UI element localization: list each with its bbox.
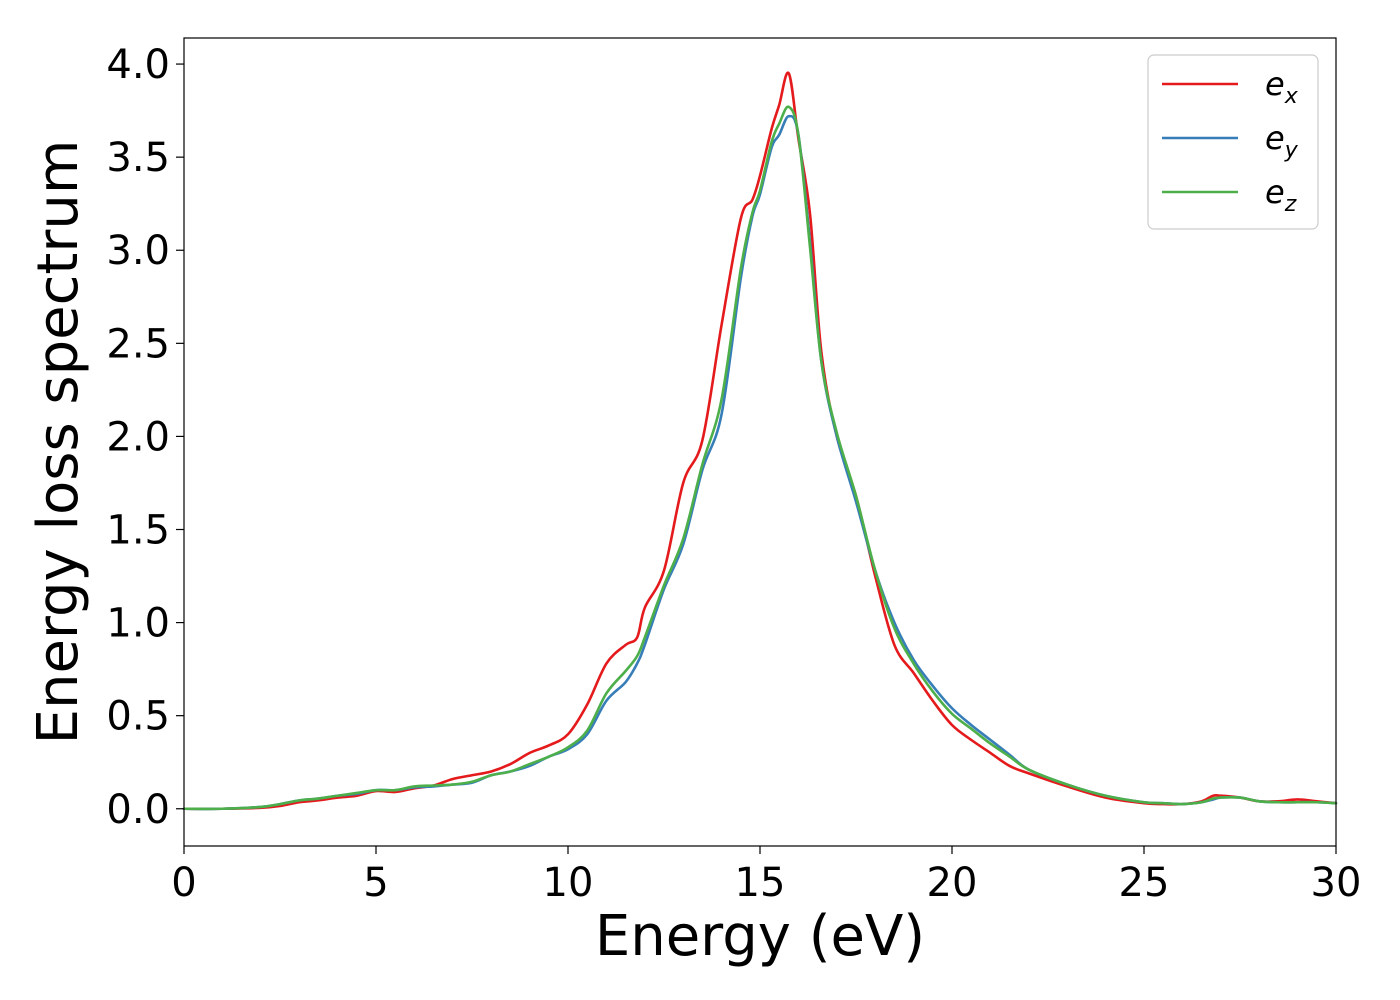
y-tick-label: 1.0 bbox=[106, 601, 170, 647]
legend: ex ey ez bbox=[1147, 54, 1319, 230]
legend-label-e-x: ex bbox=[1265, 65, 1299, 109]
y-tick-label: 3.0 bbox=[106, 228, 170, 274]
x-axis-ticks: 0 5 10 15 20 25 30 bbox=[171, 846, 1361, 906]
y-tick-label: 2.0 bbox=[106, 414, 170, 460]
y-axis-title: Energy loss spectrum bbox=[26, 140, 91, 745]
x-tick-label: 25 bbox=[1119, 860, 1170, 906]
y-tick-label: 1.5 bbox=[106, 508, 170, 554]
series-line-e-z bbox=[182, 105, 1338, 811]
x-axis-title: Energy (eV) bbox=[595, 904, 925, 969]
x-tick-label: 20 bbox=[927, 860, 978, 906]
x-tick-label: 15 bbox=[735, 860, 786, 906]
legend-label-e-z: ez bbox=[1265, 173, 1297, 217]
y-tick-label: 3.5 bbox=[106, 135, 170, 181]
x-tick-label: 0 bbox=[171, 860, 196, 906]
x-tick-label: 10 bbox=[543, 860, 594, 906]
legend-label-e-y: ey bbox=[1265, 119, 1299, 163]
y-tick-label: 0.5 bbox=[106, 694, 170, 740]
y-axis-ticks: 0.0 0.5 1.0 1.5 2.0 2.5 3.0 3.5 4.0 bbox=[106, 42, 184, 833]
series-layer bbox=[182, 71, 1338, 811]
legend-frame bbox=[1147, 54, 1319, 230]
x-tick-label: 30 bbox=[1311, 860, 1362, 906]
y-tick-label: 4.0 bbox=[106, 42, 170, 88]
y-tick-label: 2.5 bbox=[106, 321, 170, 367]
x-tick-label: 5 bbox=[363, 860, 388, 906]
y-tick-label: 0.0 bbox=[106, 787, 170, 833]
